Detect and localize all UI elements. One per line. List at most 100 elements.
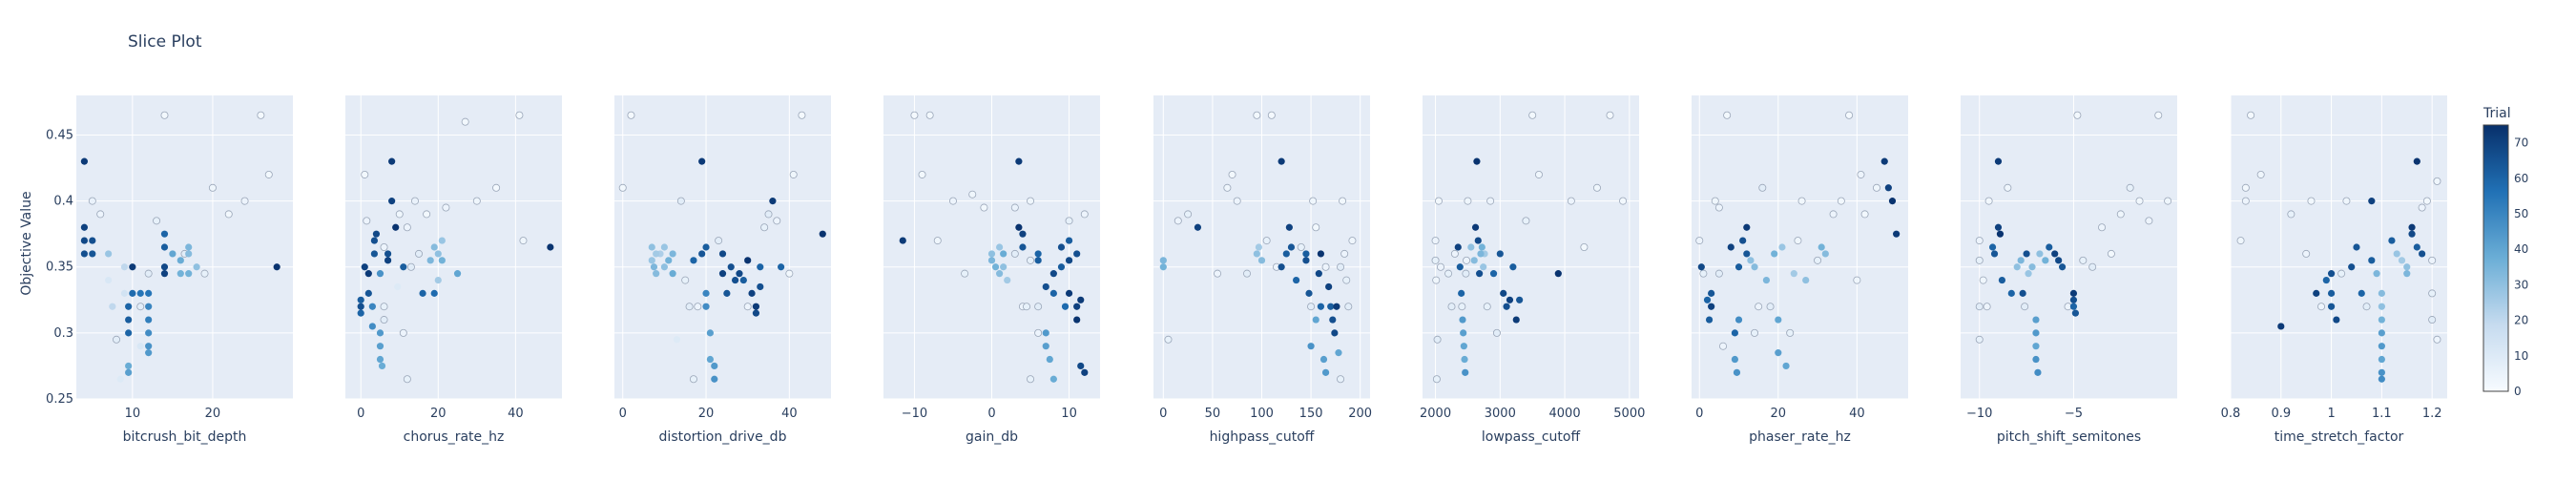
data-point	[2236, 237, 2245, 245]
data-point	[2419, 250, 2426, 258]
data-point	[702, 289, 710, 297]
x-tick-label: 4000	[1549, 407, 1581, 421]
data-point	[1000, 250, 1008, 258]
data-point	[2418, 203, 2426, 212]
data-point	[1000, 263, 1008, 271]
chart-title: Slice Plot	[128, 32, 202, 52]
data-point	[388, 198, 396, 205]
data-point	[368, 303, 376, 310]
data-point	[1022, 303, 1030, 311]
data-point	[698, 157, 706, 165]
data-point	[1077, 362, 1085, 370]
colorbar-tick-label: 40	[2514, 242, 2528, 256]
data-point	[1436, 262, 1444, 271]
data-point	[1486, 197, 1495, 205]
data-point	[125, 368, 133, 376]
data-point	[2428, 256, 2437, 264]
data-point	[1705, 316, 1714, 324]
data-point	[1309, 197, 1318, 205]
data-point	[88, 197, 96, 205]
data-point	[1714, 269, 1723, 278]
data-point	[1458, 303, 1466, 311]
data-point	[1743, 223, 1751, 231]
data-point	[378, 362, 386, 370]
data-point	[1845, 111, 1854, 119]
data-point	[376, 270, 384, 278]
data-point	[1778, 243, 1786, 251]
data-point	[145, 303, 153, 310]
plot-area	[2231, 95, 2447, 399]
data-point	[2164, 197, 2172, 205]
data-point	[653, 250, 660, 258]
data-point	[1312, 223, 1320, 232]
y-tick-label: 0.3	[53, 326, 73, 341]
data-point	[2071, 309, 2080, 317]
data-point	[2368, 198, 2376, 205]
data-point	[1073, 316, 1081, 324]
data-point	[1034, 250, 1042, 258]
data-point	[1164, 335, 1173, 344]
x-tick-label: 10	[1061, 407, 1077, 421]
data-point	[2287, 210, 2296, 219]
data-point	[648, 257, 655, 264]
data-point	[185, 250, 193, 258]
data-point	[1460, 329, 1467, 337]
data-point	[129, 263, 136, 271]
data-point	[2403, 263, 2411, 271]
data-point	[1462, 368, 1469, 376]
data-point	[515, 111, 524, 119]
data-point	[698, 250, 706, 258]
data-point	[681, 276, 690, 284]
data-point	[1319, 355, 1328, 364]
data-point	[1342, 276, 1351, 284]
data-point	[1483, 303, 1491, 311]
data-point	[1329, 316, 1337, 324]
data-point	[723, 289, 731, 297]
data-point	[400, 263, 407, 271]
data-point	[145, 349, 153, 357]
data-point	[2302, 249, 2311, 258]
data-point	[1019, 230, 1027, 238]
data-point	[2353, 243, 2360, 251]
colorbar: Trial 0 10 20 30 40 50 60 70	[2483, 106, 2528, 398]
data-point	[472, 197, 481, 205]
data-point	[2388, 237, 2396, 244]
data-point	[380, 316, 388, 324]
data-point	[1516, 296, 1524, 303]
data-point	[1194, 223, 1202, 231]
data-point	[415, 249, 424, 258]
data-point	[1073, 303, 1081, 310]
data-point	[1884, 184, 1892, 192]
data-point	[1340, 249, 1349, 258]
data-point	[2013, 263, 2021, 271]
y-axis-title: Objective Value	[19, 191, 34, 295]
data-point	[1463, 256, 1471, 264]
y-tick-label: 0.4	[53, 195, 73, 209]
x-axis-title: gain_db	[966, 429, 1018, 445]
x-tick-label: 0	[619, 407, 627, 421]
data-point	[718, 250, 727, 258]
data-point	[200, 269, 209, 278]
data-point	[136, 289, 144, 297]
data-point	[1984, 197, 1993, 205]
data-point	[80, 250, 89, 258]
panel-phaser_rate_hz: 0 20 40 phaser_rate_hz	[1692, 95, 1908, 445]
data-point	[1447, 303, 1456, 311]
data-point	[2023, 250, 2030, 258]
x-tick-label: 0	[1695, 407, 1703, 421]
data-point	[1500, 289, 1507, 297]
data-point	[1975, 303, 1984, 311]
data-point	[177, 270, 184, 278]
data-point	[153, 217, 161, 225]
data-point	[80, 237, 89, 244]
data-point	[177, 257, 184, 264]
data-point	[120, 263, 129, 271]
data-point	[394, 282, 402, 291]
data-point	[1782, 362, 1790, 370]
data-point	[125, 362, 133, 370]
data-point	[1034, 328, 1043, 337]
data-point	[1821, 250, 1829, 258]
data-point	[434, 276, 442, 284]
data-point	[2004, 183, 2012, 192]
x-tick-label: 0.8	[2221, 407, 2241, 421]
